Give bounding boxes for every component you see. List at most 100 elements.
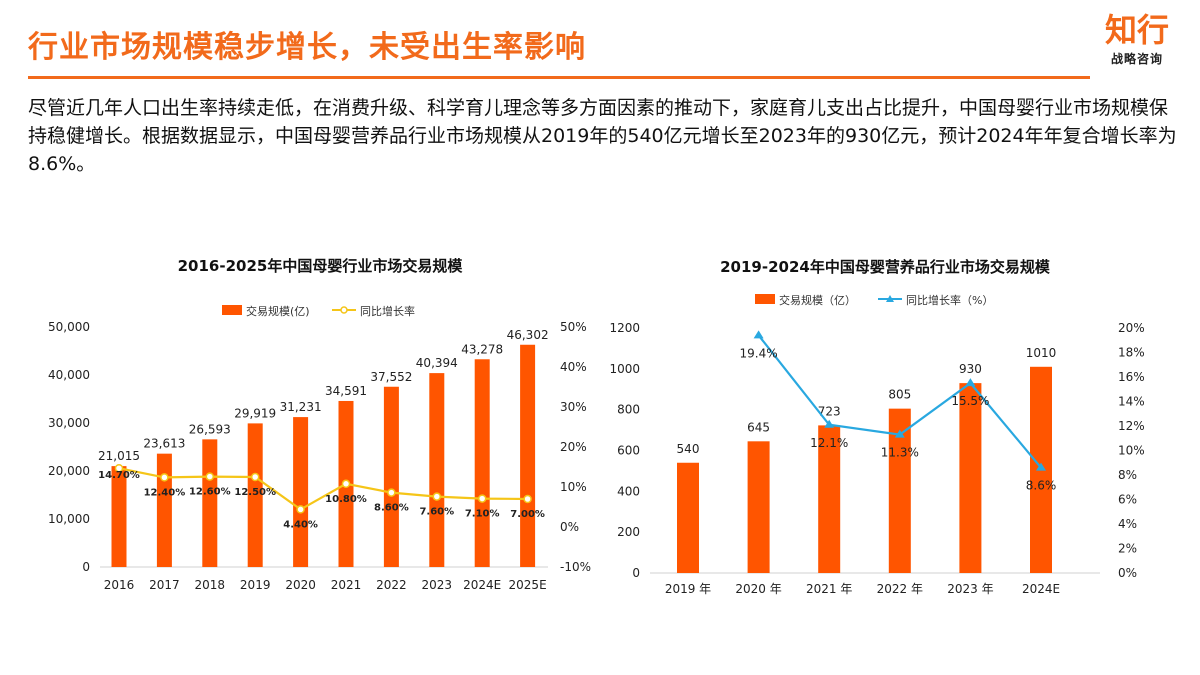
y2-tick-label: 0% bbox=[1118, 566, 1137, 580]
summary-paragraph: 尽管近几年人口出生率持续走低，在消费升级、科学育儿理念等多方面因素的推动下，家庭… bbox=[28, 97, 1177, 175]
line-point bbox=[523, 494, 532, 504]
y-tick-label: 400 bbox=[617, 484, 640, 498]
bar-data-label: 31,231 bbox=[280, 400, 322, 414]
x-tick-label: 2024E bbox=[463, 578, 501, 592]
line-point bbox=[160, 473, 169, 482]
line-point bbox=[824, 419, 835, 428]
line-data-label: 11.3% bbox=[881, 446, 919, 460]
y2-tick-label: 50% bbox=[560, 320, 587, 334]
bar bbox=[888, 408, 911, 573]
line-data-label: 7.00% bbox=[510, 509, 545, 520]
bar bbox=[156, 453, 172, 567]
bar bbox=[474, 359, 490, 567]
line-data-label: 4.40% bbox=[283, 519, 318, 530]
x-tick-label: 2019 年 bbox=[665, 582, 711, 596]
bar bbox=[520, 344, 536, 567]
y2-tick-label: 18% bbox=[1118, 346, 1145, 360]
y2-tick-label: 30% bbox=[560, 400, 587, 414]
bar bbox=[818, 425, 841, 573]
brand-logo: 知行 战略咨询 bbox=[1092, 10, 1182, 67]
line-data-label: 15.5% bbox=[951, 394, 989, 408]
chart-title: 2019-2024年中国母婴营养品行业市场交易规模 bbox=[720, 258, 1051, 276]
x-tick-label: 2022 bbox=[376, 578, 407, 592]
y2-tick-label: 16% bbox=[1118, 370, 1145, 384]
line-point bbox=[250, 472, 260, 482]
bar-data-label: 723 bbox=[818, 404, 841, 418]
bar bbox=[747, 441, 770, 573]
bar-data-label: 29,919 bbox=[234, 406, 276, 420]
bar bbox=[202, 439, 218, 567]
legend-bar-label: 交易规模(亿) bbox=[246, 304, 310, 318]
bar-data-label: 805 bbox=[888, 388, 911, 402]
y-tick-label: 0 bbox=[82, 560, 90, 574]
page-title: 行业市场规模稳步增长，未受出生率影响 bbox=[28, 30, 586, 65]
y2-tick-label: 2% bbox=[1118, 542, 1137, 556]
line-point bbox=[965, 378, 976, 387]
y-tick-label: 0 bbox=[632, 566, 640, 580]
legend-bar-label: 交易规模（亿） bbox=[779, 293, 856, 307]
y2-tick-label: 0% bbox=[560, 520, 579, 534]
line-data-label: 7.10% bbox=[465, 509, 500, 520]
legend-line-marker bbox=[886, 295, 894, 302]
y-tick-label: 10,000 bbox=[48, 512, 90, 526]
line-data-label: 7.60% bbox=[419, 507, 454, 518]
line-data-label: 10.80% bbox=[325, 494, 367, 505]
logo-sub: 战略咨询 bbox=[1110, 52, 1163, 66]
y-tick-label: 200 bbox=[617, 525, 640, 539]
bar bbox=[111, 466, 127, 567]
bar-data-label: 1010 bbox=[1026, 346, 1057, 360]
x-tick-label: 2018 bbox=[195, 578, 226, 592]
line-data-label: 12.1% bbox=[810, 436, 848, 450]
legend-line-marker bbox=[340, 306, 348, 314]
x-tick-label: 2020 bbox=[285, 578, 316, 592]
bar bbox=[247, 423, 263, 567]
x-tick-label: 2023 bbox=[422, 578, 453, 592]
bar bbox=[429, 373, 445, 567]
bar bbox=[293, 417, 309, 567]
x-tick-label: 2021 bbox=[331, 578, 362, 592]
line-point bbox=[894, 429, 905, 438]
y2-tick-label: 8% bbox=[1118, 468, 1137, 482]
bar bbox=[959, 383, 982, 573]
line-data-label: 12.60% bbox=[189, 487, 231, 498]
legend-line-label: 同比增长率（%） bbox=[906, 293, 993, 307]
x-tick-label: 2016 bbox=[104, 578, 135, 592]
line-point bbox=[114, 463, 124, 473]
legend-bar-swatch bbox=[222, 305, 242, 315]
line-point bbox=[477, 494, 487, 503]
bar-data-label: 930 bbox=[959, 362, 982, 376]
bar-data-label: 645 bbox=[747, 420, 770, 434]
line-point bbox=[205, 472, 215, 481]
y2-tick-label: 12% bbox=[1118, 419, 1145, 433]
y2-tick-label: 10% bbox=[1118, 444, 1145, 458]
y2-tick-label: 14% bbox=[1118, 395, 1145, 409]
growth-rate-line bbox=[118, 467, 528, 511]
y-tick-label: 600 bbox=[617, 444, 640, 458]
bar bbox=[677, 462, 699, 573]
y-tick-label: 1200 bbox=[609, 321, 640, 335]
x-tick-label: 2020 年 bbox=[735, 582, 781, 596]
bar-data-label: 43,278 bbox=[461, 342, 503, 356]
line-point bbox=[296, 505, 305, 514]
y2-tick-label: 4% bbox=[1118, 517, 1137, 531]
line-data-label: 12.40% bbox=[144, 487, 186, 498]
bar-data-label: 23,613 bbox=[143, 437, 185, 451]
line-point bbox=[387, 488, 396, 497]
y-tick-label: 40,000 bbox=[48, 368, 90, 382]
y2-tick-label: 40% bbox=[560, 360, 587, 374]
bar bbox=[383, 386, 399, 567]
y-tick-label: 30,000 bbox=[48, 416, 90, 430]
bar-data-label: 40,394 bbox=[416, 356, 458, 370]
line-data-label: 8.6% bbox=[1026, 479, 1057, 493]
line-data-label: 12.50% bbox=[234, 487, 276, 498]
bar-data-label: 37,552 bbox=[370, 370, 412, 384]
line-data-label: 14.70% bbox=[98, 470, 140, 481]
x-tick-label: 2019 bbox=[240, 578, 271, 592]
chart-title: 2016-2025年中国母婴行业市场交易规模 bbox=[178, 257, 464, 275]
x-tick-label: 2022 年 bbox=[877, 582, 923, 596]
y2-tick-label: -10% bbox=[560, 560, 591, 574]
y2-tick-label: 20% bbox=[560, 440, 587, 454]
line-point bbox=[1036, 462, 1046, 471]
logo-main: 知行 bbox=[1104, 11, 1169, 49]
y2-tick-label: 6% bbox=[1118, 493, 1137, 507]
